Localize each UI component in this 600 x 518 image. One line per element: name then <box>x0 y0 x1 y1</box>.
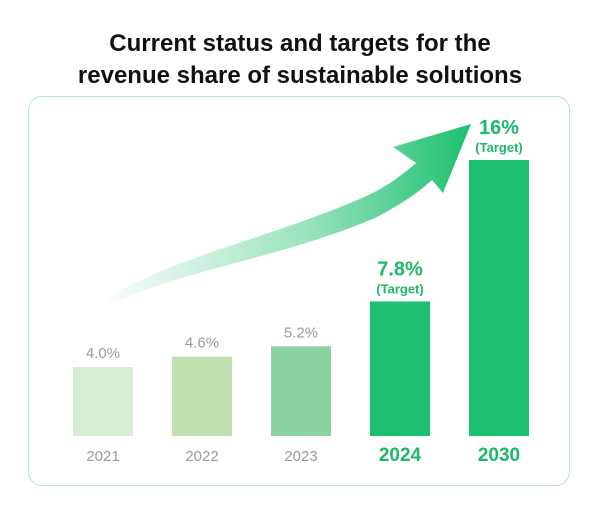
x-tick-label-2021: 2021 <box>86 448 119 465</box>
x-tick-label-2030: 2030 <box>478 445 520 466</box>
x-tick-label-2023: 2023 <box>284 448 317 465</box>
value-label-2023: 5.2% <box>284 324 318 341</box>
chart-frame <box>28 96 570 486</box>
x-tick-label-2022: 2022 <box>185 448 218 465</box>
bar-2030 <box>469 160 529 436</box>
value-label-2024: 7.8% <box>377 258 423 280</box>
value-label-2022: 4.6% <box>185 335 219 352</box>
chart-title: Current status and targets for the reven… <box>77 30 523 89</box>
value-label-2030: 16% <box>479 117 519 139</box>
bar-2022 <box>172 356 232 436</box>
bar-2021 <box>73 367 133 436</box>
value-label-2021: 4.0% <box>86 345 120 362</box>
bar-2023 <box>271 346 331 436</box>
trend-arrow <box>108 124 471 305</box>
target-label-2030: (Target) <box>475 140 522 155</box>
bar-2024 <box>370 301 430 436</box>
target-label-2024: (Target) <box>376 281 423 296</box>
x-tick-label-2024: 2024 <box>379 445 422 466</box>
